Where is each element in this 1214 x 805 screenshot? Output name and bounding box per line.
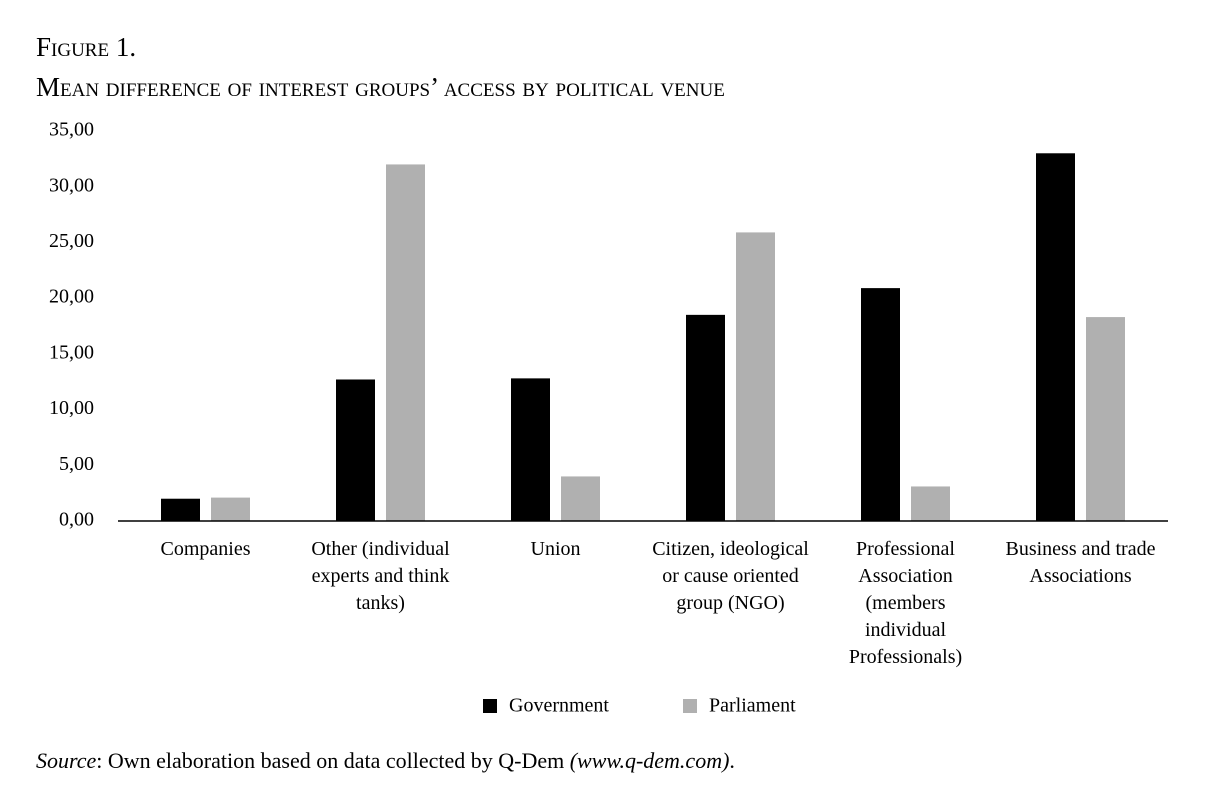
- source-link: (www.q-dem.com): [569, 748, 730, 773]
- bar: [161, 498, 200, 521]
- legend-label: Government: [509, 695, 609, 717]
- bar: [511, 378, 550, 521]
- y-tick-label: 20,00: [49, 286, 94, 308]
- source-note: Source: Own elaboration based on data co…: [36, 748, 735, 774]
- legend-swatch: [483, 699, 497, 713]
- x-tick-label: Business and trade Associations: [1005, 538, 1156, 587]
- figure-label: Figure 1.: [36, 32, 137, 62]
- y-tick-label: 25,00: [49, 230, 94, 252]
- legend-swatch: [683, 699, 697, 713]
- x-tick-label: Other (individual experts and think tank…: [311, 538, 450, 614]
- y-tick-label: 0,00: [59, 509, 94, 531]
- bar: [386, 164, 425, 521]
- y-tick-label: 10,00: [49, 397, 94, 419]
- bar: [1086, 317, 1125, 521]
- y-tick-label: 5,00: [59, 453, 94, 475]
- bar: [336, 379, 375, 521]
- legend-label: Parliament: [709, 695, 796, 717]
- chart-title: Mean difference of interest groups’ acce…: [36, 72, 725, 102]
- bar: [861, 288, 900, 521]
- x-tick-label: Union: [530, 538, 581, 560]
- bar: [736, 232, 775, 521]
- bar: [211, 497, 250, 521]
- source-end: .: [729, 748, 735, 773]
- x-tick-label: Professional Association (members indivi…: [848, 538, 963, 668]
- source-text: : Own elaboration based on data collecte…: [96, 748, 570, 773]
- x-tick-label: Companies: [160, 538, 251, 560]
- y-tick-label: 35,00: [49, 119, 94, 141]
- bar: [911, 486, 950, 521]
- y-tick-label: 15,00: [49, 341, 94, 363]
- y-tick-label: 30,00: [49, 174, 94, 196]
- x-tick-label: Citizen, ideological or cause oriented g…: [652, 538, 809, 614]
- source-label: Source: [36, 748, 97, 773]
- bar: [561, 476, 600, 521]
- bar: [686, 314, 725, 521]
- bar: [1036, 153, 1075, 522]
